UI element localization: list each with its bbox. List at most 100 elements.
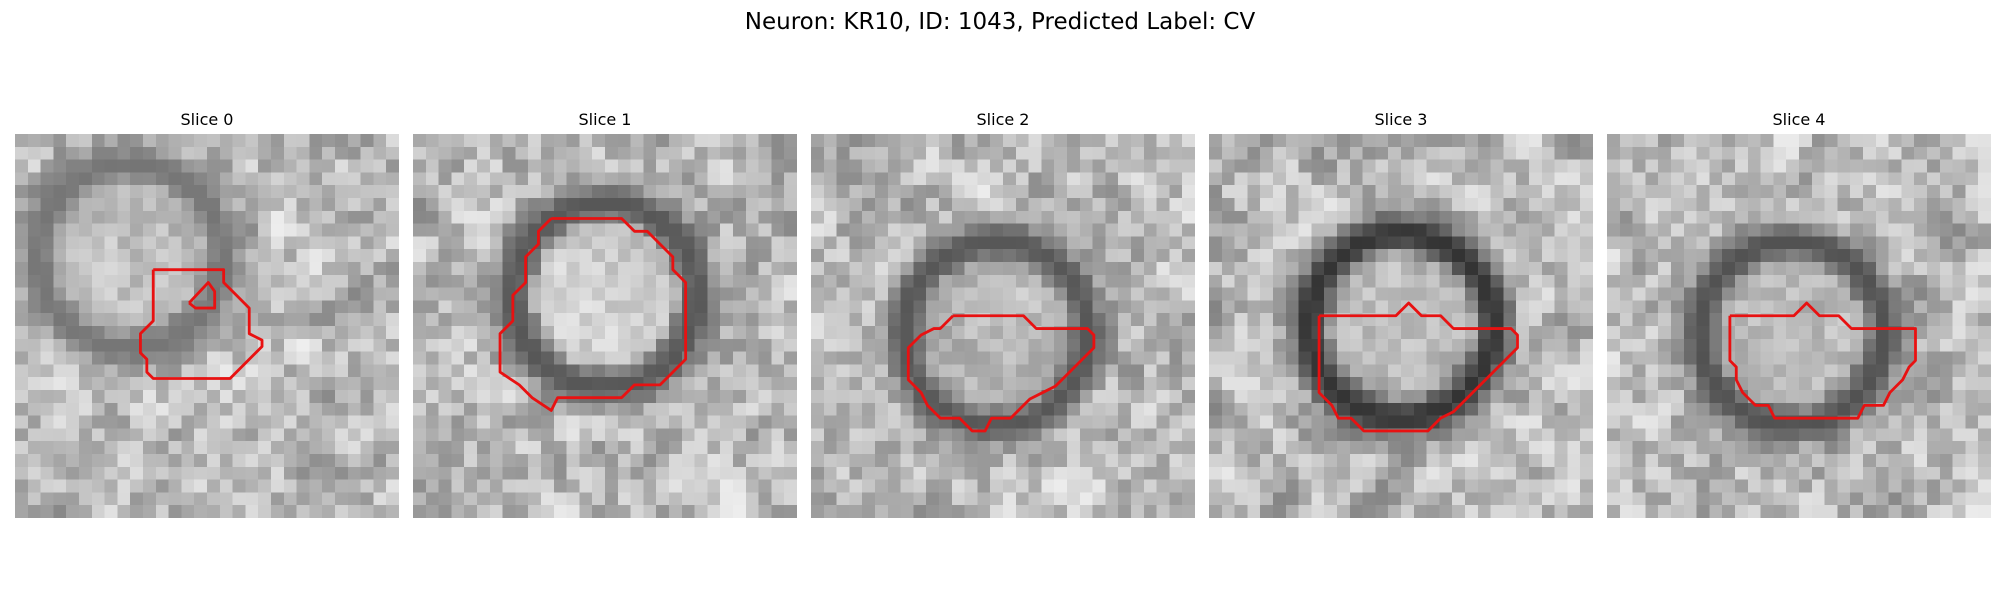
image-pixel [1247,326,1261,340]
image-pixel [360,287,374,301]
image-pixel [681,364,695,378]
image-pixel [1503,505,1517,518]
image-pixel [1105,466,1119,480]
image-pixel [1978,262,1991,276]
image-pixel [386,274,399,288]
image-pixel [79,287,93,301]
image-pixel [413,210,427,224]
image-pixel [553,364,567,378]
image-pixel [900,479,914,493]
image-pixel [1799,338,1813,352]
image-pixel [1554,172,1568,186]
image-pixel [1490,134,1504,148]
image-pixel [1439,364,1453,378]
image-pixel [1850,287,1864,301]
image-pixel [681,479,695,493]
image-pixel [347,492,361,506]
image-pixel [283,351,297,365]
image-pixel [1939,505,1953,518]
image-pixel [1452,377,1466,391]
image-pixel [1965,351,1979,365]
image-pixel [1015,249,1029,263]
image-pixel [1490,492,1504,506]
image-pixel [40,274,54,288]
image-pixel [1105,377,1119,391]
image-pixel [91,466,105,480]
image-pixel [745,134,759,148]
image-pixel [1683,274,1697,288]
image-pixel [451,454,465,468]
image-pixel [733,364,747,378]
image-pixel [1709,287,1723,301]
image-pixel [745,441,759,455]
image-pixel [1516,287,1530,301]
image-pixel [1760,134,1774,148]
image-pixel [1079,223,1093,237]
image-pixel [1541,287,1555,301]
image-pixel [271,338,285,352]
image-pixel [335,415,349,429]
image-pixel [630,172,644,186]
image-pixel [1914,466,1928,480]
image-pixel [1658,351,1672,365]
image-pixel [669,338,683,352]
image-pixel [720,466,734,480]
image-pixel [1645,274,1659,288]
image-pixel [553,223,567,237]
image-pixel [1516,300,1530,314]
image-pixel [40,351,54,365]
image-pixel [104,338,118,352]
image-pixel [40,159,54,173]
image-pixel [681,146,695,160]
image-pixel [117,300,131,314]
image-pixel [1143,466,1157,480]
image-pixel [745,172,759,186]
image-pixel [1143,338,1157,352]
image-pixel [745,390,759,404]
image-pixel [1490,198,1504,212]
image-pixel [79,134,93,148]
image-pixel [1349,454,1363,468]
image-pixel [605,441,619,455]
image-pixel [771,351,785,365]
image-pixel [926,146,940,160]
image-pixel [1824,249,1838,263]
image-pixel [1247,185,1261,199]
image-pixel [515,479,529,493]
image-pixel [1426,287,1440,301]
image-pixel [720,492,734,506]
image-pixel [669,274,683,288]
image-pixel [1247,505,1261,518]
image-pixel [1863,505,1877,518]
image-pixel [669,390,683,404]
image-pixel [1927,223,1941,237]
image-pixel [656,351,670,365]
image-pixel [1927,159,1941,173]
image-pixel [605,300,619,314]
image-pixel [477,159,491,173]
image-pixel [1607,210,1621,224]
image-pixel [386,249,399,263]
image-pixel [322,441,336,455]
image-pixel [1401,185,1415,199]
image-pixel [643,454,657,468]
image-pixel [1632,300,1646,314]
image-pixel [1465,454,1479,468]
image-pixel [1209,287,1223,301]
image-pixel [1079,300,1093,314]
image-pixel [656,402,670,416]
image-pixel [1156,505,1170,518]
image-pixel [566,428,580,442]
image-pixel [1092,236,1106,250]
image-pixel [1760,300,1774,314]
image-pixel [1298,364,1312,378]
image-pixel [1671,441,1685,455]
image-pixel [1426,172,1440,186]
image-pixel [566,159,580,173]
image-pixel [1658,492,1672,506]
image-pixel [360,198,374,212]
image-pixel [1169,377,1183,391]
image-pixel [515,402,529,416]
image-pixel [104,172,118,186]
image-pixel [15,479,29,493]
